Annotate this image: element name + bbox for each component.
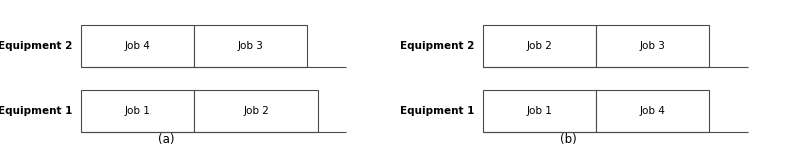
Text: Equipment 1: Equipment 1 xyxy=(0,106,72,116)
Bar xyxy=(483,90,595,132)
Text: (a): (a) xyxy=(158,133,175,146)
Text: Job 3: Job 3 xyxy=(639,41,665,51)
Text: Job 4: Job 4 xyxy=(124,41,150,51)
Text: Job 1: Job 1 xyxy=(124,106,150,116)
Bar xyxy=(595,90,708,132)
Text: Job 1: Job 1 xyxy=(526,106,552,116)
Bar xyxy=(194,90,318,132)
Text: Equipment 2: Equipment 2 xyxy=(399,41,474,51)
Text: Job 4: Job 4 xyxy=(639,106,665,116)
Bar xyxy=(81,25,194,67)
Text: Job 3: Job 3 xyxy=(238,41,263,51)
Bar xyxy=(483,25,595,67)
Bar xyxy=(595,25,708,67)
Text: Job 2: Job 2 xyxy=(526,41,552,51)
Text: (b): (b) xyxy=(560,133,577,146)
Bar xyxy=(194,25,307,67)
Bar xyxy=(81,90,194,132)
Text: Equipment 2: Equipment 2 xyxy=(0,41,72,51)
Text: Equipment 1: Equipment 1 xyxy=(399,106,474,116)
Text: Job 2: Job 2 xyxy=(243,106,269,116)
